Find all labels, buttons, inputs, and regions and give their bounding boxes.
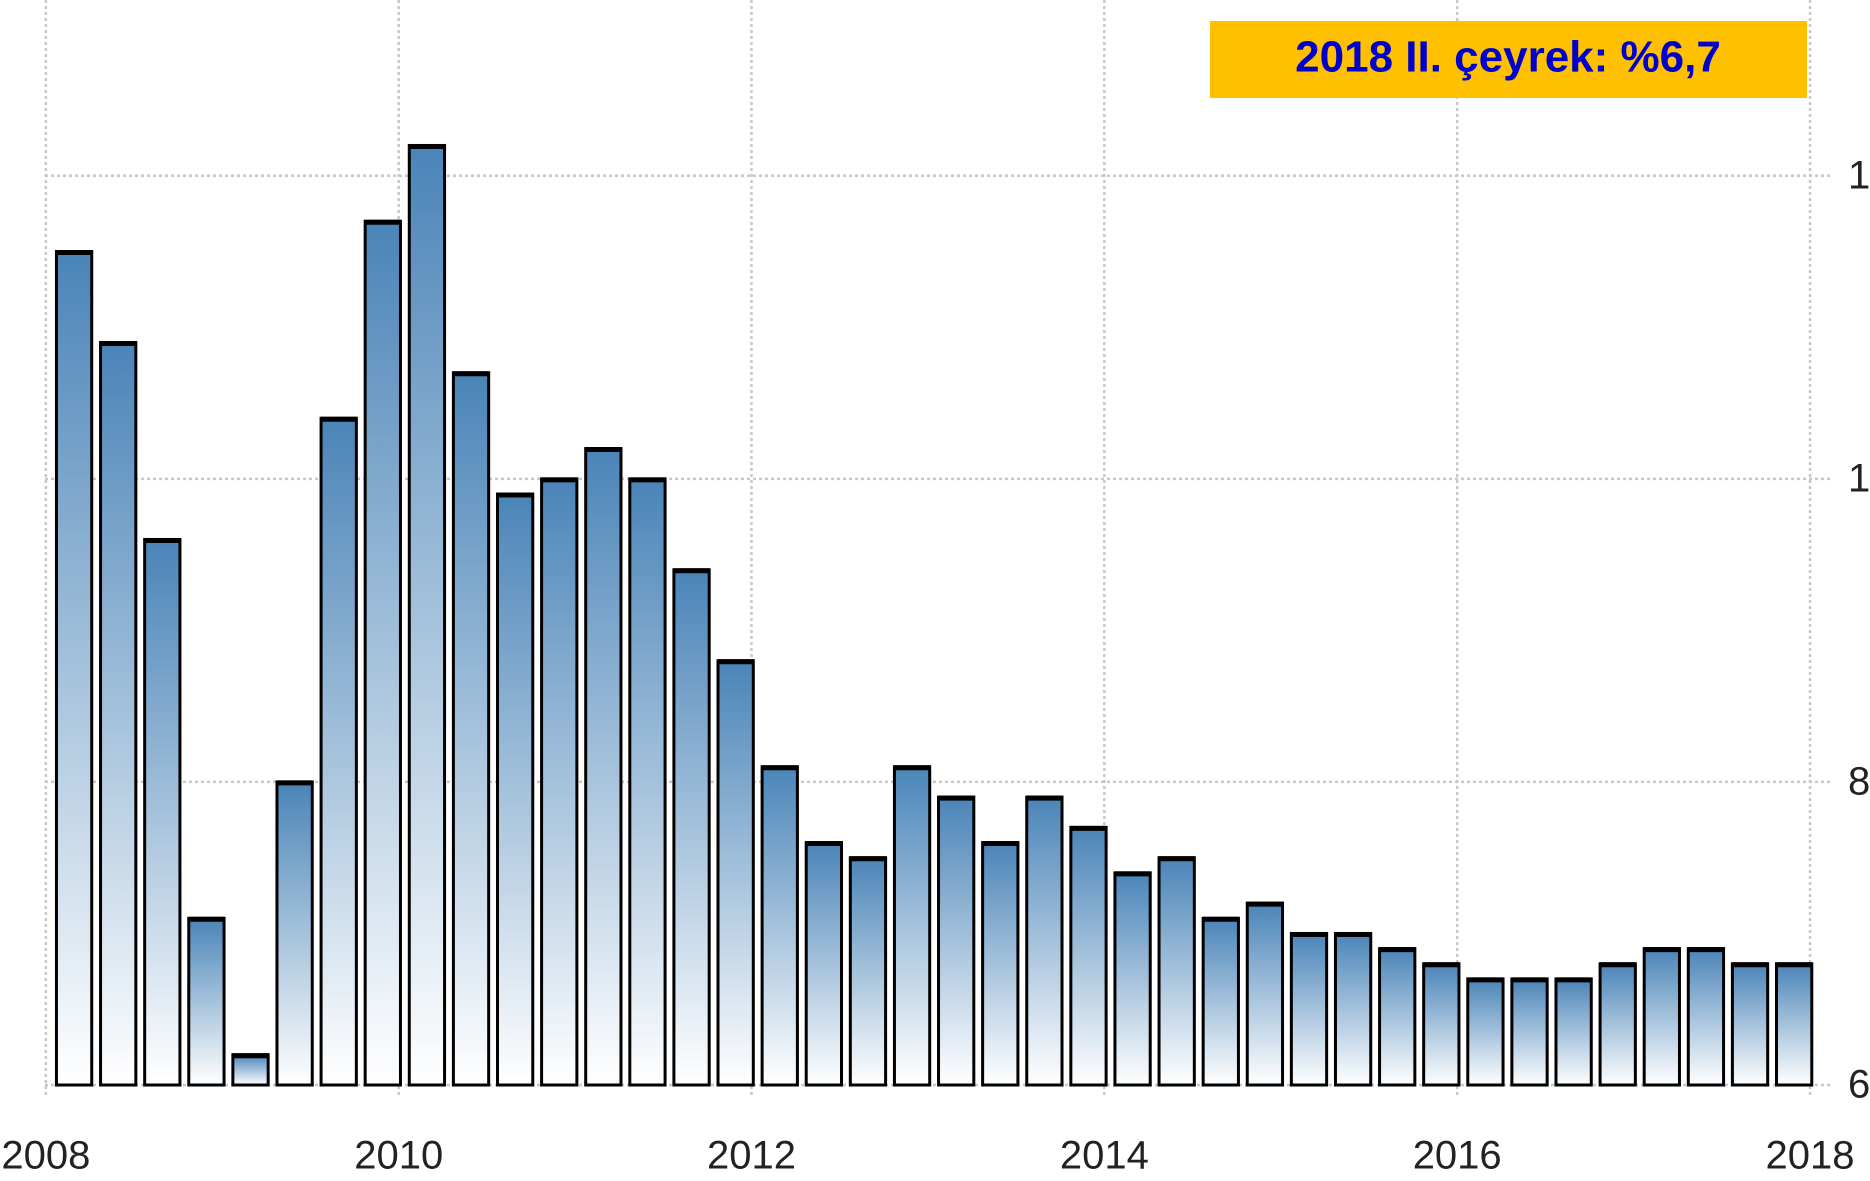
bar (1686, 947, 1726, 1087)
x-tick-label: 2014 (1060, 1134, 1149, 1178)
bar (716, 659, 755, 1087)
bar (495, 492, 535, 1087)
bar (1422, 962, 1461, 1087)
bar (584, 447, 623, 1087)
bar (1466, 977, 1505, 1087)
bar (1025, 795, 1064, 1087)
bar (319, 416, 358, 1087)
bar (1201, 916, 1240, 1087)
bar (54, 250, 94, 1087)
bar (275, 780, 314, 1087)
bar (1554, 977, 1593, 1087)
bar (451, 371, 491, 1087)
bar (99, 340, 138, 1087)
y-tick-label: 10 (1848, 456, 1870, 500)
y-tick-label: 12 (1848, 153, 1870, 197)
bar (1113, 871, 1152, 1087)
bar (628, 477, 667, 1087)
bar (1333, 931, 1373, 1087)
bar (804, 841, 843, 1087)
bar (981, 841, 1020, 1087)
bar (892, 765, 932, 1087)
x-tick-label: 2010 (354, 1134, 443, 1178)
bar (672, 568, 711, 1087)
bar (1157, 856, 1196, 1087)
x-tick-label: 2012 (707, 1134, 796, 1178)
y-tick-label: 6 (1848, 1063, 1870, 1107)
x-tick-label: 2016 (1413, 1134, 1502, 1178)
annotation: 2018 II. çeyrek: %6,7 (1295, 33, 1721, 82)
bar (937, 795, 976, 1087)
grid (44, 0, 1830, 1097)
bar (1642, 947, 1681, 1087)
bar (407, 143, 447, 1087)
bar (1378, 947, 1417, 1087)
bar (1289, 931, 1329, 1087)
bar (1510, 977, 1549, 1087)
y-tick-label: 8 (1848, 759, 1870, 803)
bar (1598, 962, 1637, 1087)
bar (363, 219, 402, 1087)
bar (1775, 962, 1814, 1087)
bar (231, 1053, 270, 1087)
bar (848, 856, 888, 1087)
bar (187, 916, 226, 1087)
bar (143, 537, 182, 1087)
annotation-box (1210, 21, 1807, 98)
bar (1730, 962, 1770, 1087)
x-tick-label: 2008 (1, 1134, 90, 1178)
bar (760, 765, 799, 1087)
bar (1245, 901, 1285, 1087)
bars (54, 143, 1814, 1087)
bar (1069, 825, 1108, 1087)
bar (540, 477, 579, 1087)
x-tick-label: 2018 (1766, 1134, 1855, 1178)
